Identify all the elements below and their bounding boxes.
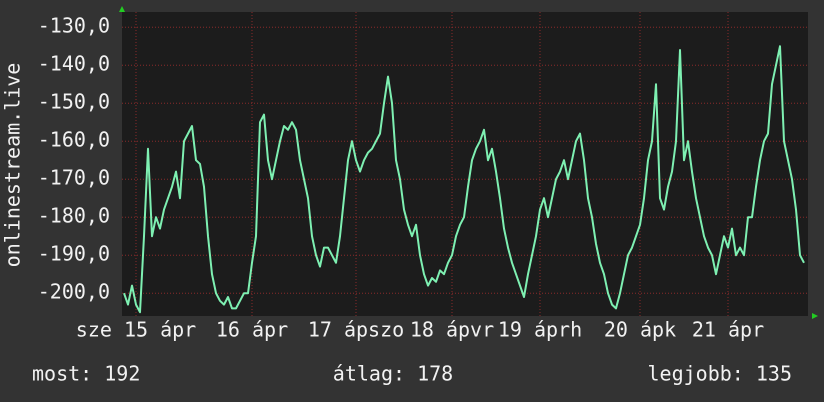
y-axis-label: onlinestream.live [1, 63, 25, 268]
y-tick-label: -190,0 [38, 242, 110, 266]
y-tick-label: -160,0 [38, 128, 110, 152]
y-tick-label: -180,0 [38, 204, 110, 228]
y-tick-label: -140,0 [38, 52, 110, 76]
x-tick-label: 21 ápr [692, 318, 764, 342]
footer-best: legjobb: 135 [648, 362, 793, 386]
axis-arrow [812, 313, 818, 319]
y-tick-label: -200,0 [38, 280, 110, 304]
footer-current: most: 192 [32, 362, 140, 386]
y-tick-label: -130,0 [38, 14, 110, 38]
plot-area [122, 12, 808, 316]
axis-arrow [119, 6, 125, 12]
x-tick-label: 17 ápszo [308, 318, 404, 342]
x-tick-label: 19 áprh [498, 318, 582, 342]
x-tick-label: sze 15 ápr [76, 318, 196, 342]
y-tick-label: -150,0 [38, 90, 110, 114]
data-line [123, 45, 805, 314]
footer-average: átlag: 178 [333, 362, 453, 386]
x-tick-label: 18 ápvr [410, 318, 494, 342]
x-tick-label: 20 ápk [604, 318, 676, 342]
y-tick-label: -170,0 [38, 166, 110, 190]
x-tick-label: 16 ápr [216, 318, 288, 342]
